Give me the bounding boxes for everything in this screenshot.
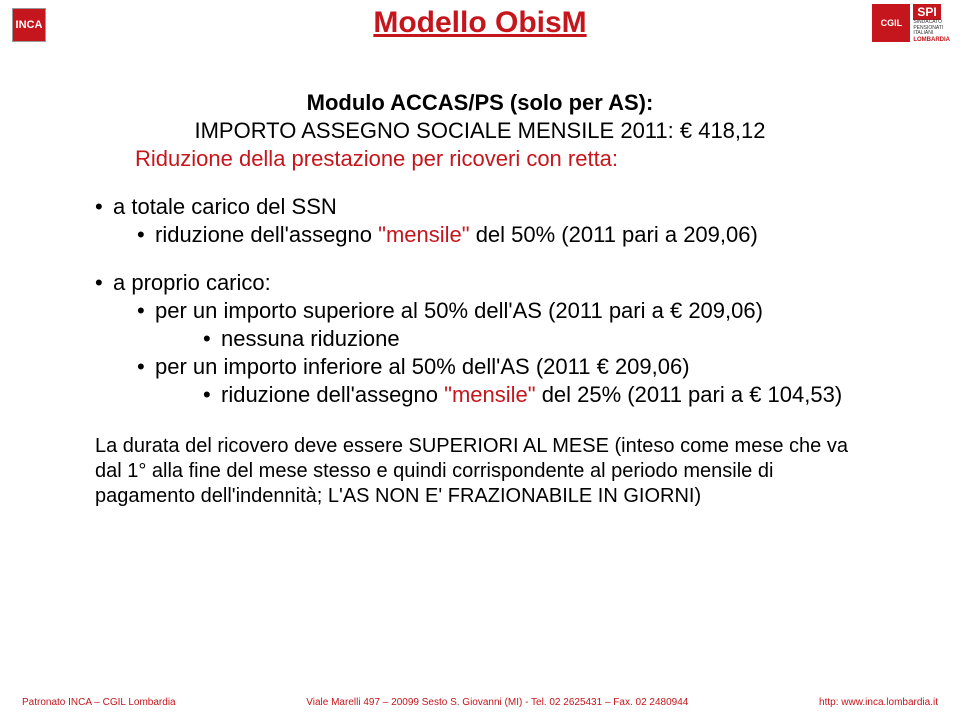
b2-2-1-pre: riduzione dell'assegno [221,382,444,407]
bullet-1-text: a totale carico del SSN [113,194,337,219]
b1-1-pre: riduzione dell'assegno [155,222,378,247]
b2-2-1-post: del 25% (2011 pari a € 104,53) [542,382,842,407]
b2-2-1-mens: "mensile" [444,382,542,407]
bullet-2: a proprio carico: per un importo superio… [95,270,865,408]
b1-1-post: del 50% (2011 pari a 209,06) [476,222,758,247]
bullet-2-1-1: nessuna riduzione [155,326,865,352]
bullet-2-2-1: riduzione dell'assegno "mensile" del 25%… [155,382,865,408]
footer-right: http: www.inca.lombardia.it [819,697,938,708]
spi-logo: SPI SINDACATO PENSIONATI ITALIANI LOMBAR… [913,4,950,43]
riduzione-header: Riduzione della prestazione per ricoveri… [95,146,865,172]
importo-line: IMPORTO ASSEGNO SOCIALE MENSILE 2011: € … [95,118,865,144]
b2-2-text: per un importo inferiore al 50% dell'AS … [155,354,690,379]
b2-1-text: per un importo superiore al 50% dell'AS … [155,298,763,323]
bullet-2-text: a proprio carico: [113,270,271,295]
bullet-2-1: per un importo superiore al 50% dell'AS … [113,298,865,352]
header: INCA Modello ObisM CGIL SPI SINDACATO PE… [0,0,960,50]
footer: Patronato INCA – CGIL Lombardia Viale Ma… [0,697,960,708]
spi-lombardia: LOMBARDIA [913,37,950,43]
bullet-2-2: per un importo inferiore al 50% dell'AS … [113,354,865,408]
b1-1-mens: "mensile" [378,222,476,247]
right-logos: CGIL SPI SINDACATO PENSIONATI ITALIANI L… [872,4,950,43]
bullet-1: a totale carico del SSN riduzione dell'a… [95,194,865,248]
footer-mid: Viale Marelli 497 – 20099 Sesto S. Giova… [306,697,688,708]
subtitle: Modulo ACCAS/PS (solo per AS): [95,90,865,116]
bullet-1-1: riduzione dell'assegno "mensile" del 50%… [113,222,865,248]
bullet-list: a totale carico del SSN riduzione dell'a… [95,194,865,408]
cgil-logo: CGIL [872,4,910,42]
content: Modulo ACCAS/PS (solo per AS): IMPORTO A… [0,50,960,509]
durata-paragraph: La durata del ricovero deve essere SUPER… [95,434,865,509]
page-title: Modello ObisM [0,6,960,40]
footer-left: Patronato INCA – CGIL Lombardia [22,697,176,708]
spi-box: SPI [913,4,940,20]
